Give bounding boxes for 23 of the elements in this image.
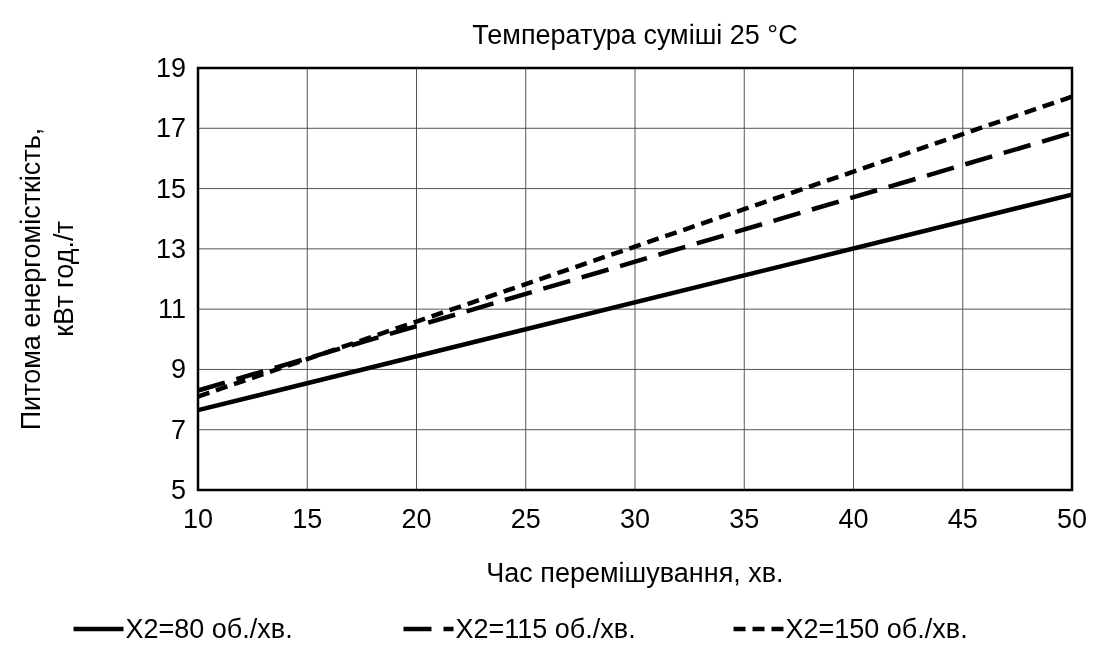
legend-label: X2=115 об./хв. [455,614,636,644]
x-tick-label: 50 [1056,504,1088,534]
x-tick-label: 10 [182,504,214,534]
y-axis-title: Питома енергомісткість, кВт год./т [16,127,79,431]
chart-title: Температура суміші 25 °C [472,20,798,50]
y-tick-label: 7 [170,414,186,445]
y-tick-label: 5 [170,475,186,505]
y-tick-label: 17 [155,113,186,144]
x-axis-title: Час перемішування, хв. [486,558,784,588]
x-tick-label: 30 [619,504,651,534]
x-tick-label: 35 [729,504,760,534]
y-tick-label: 15 [155,173,186,204]
y-tick-label: 11 [157,294,186,325]
x-tick-label: 20 [401,504,432,534]
x-tick-label: 15 [292,504,323,534]
y-tick-label: 19 [155,53,186,83]
x-tick-label: 25 [510,504,541,534]
y-tick-label: 13 [155,233,186,264]
x-tick-label: 45 [947,504,978,534]
legend-label: X2=150 об./хв. [785,614,968,644]
y-tick-label: 9 [170,354,186,385]
legend-label: X2=80 об./хв. [125,614,293,644]
x-tick-label: 40 [838,504,869,534]
